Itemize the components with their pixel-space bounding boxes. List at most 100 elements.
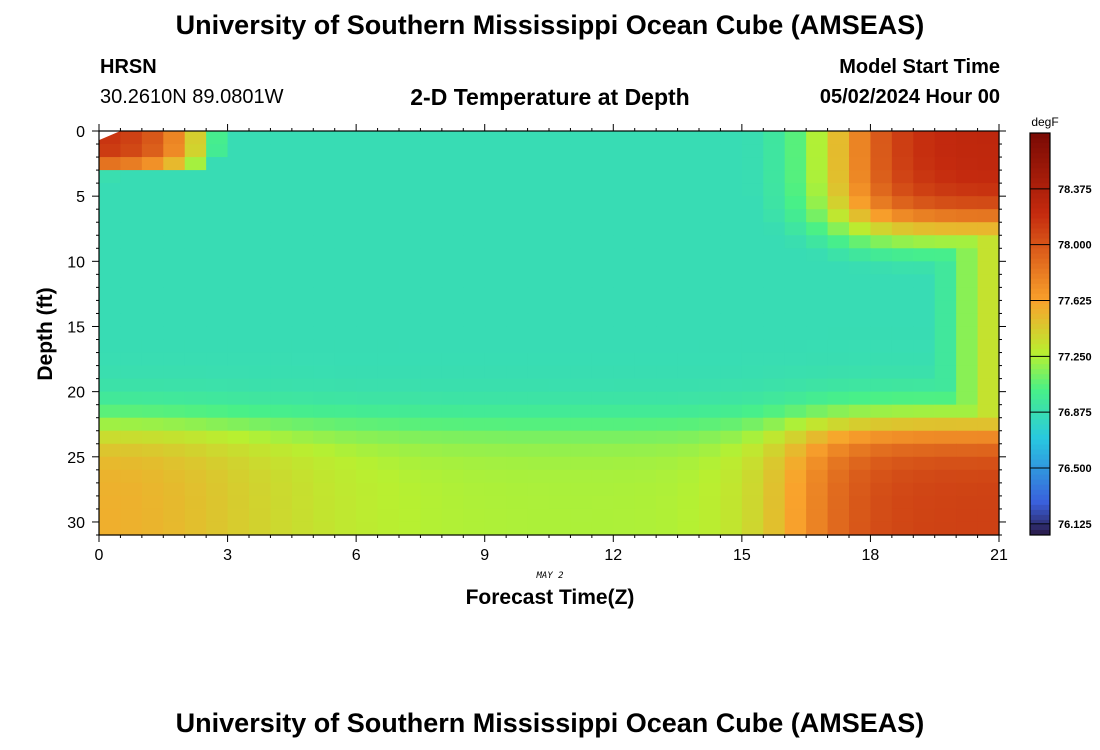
heatmap-cell (806, 495, 829, 510)
heatmap-cell (463, 300, 486, 315)
colorbar-tick-labels: 78.375 78.000 77.625 77.250 76.875 76.500 76.1… (1030, 184, 1092, 531)
heatmap-cell (163, 248, 186, 262)
heatmap-cell (463, 508, 486, 523)
heatmap-cell (849, 326, 872, 341)
heatmap-cell (506, 287, 529, 302)
heatmap-cell (291, 352, 314, 367)
heatmap-cell (249, 274, 272, 288)
heatmap-cell (591, 352, 614, 367)
model-start-value: 05/02/2024 Hour 00 (819, 86, 1000, 108)
heatmap-cell (613, 495, 636, 510)
heatmap-cell (120, 430, 143, 445)
heatmap-cell (549, 144, 572, 158)
heatmap-cell (591, 326, 614, 341)
heatmap-cell (634, 430, 657, 445)
heatmap-cell (977, 456, 1000, 471)
heatmap-cell (720, 157, 743, 171)
heatmap-cell (891, 469, 914, 484)
heatmap-cell (570, 157, 593, 171)
heatmap-cell (913, 430, 936, 445)
heatmap-cell (506, 209, 529, 223)
heatmap-cell (613, 144, 636, 158)
colorbar-segment (1030, 183, 1050, 189)
colorbar-tick-label: 76.875 (1058, 407, 1092, 419)
colorbar-tick-label: 76.500 (1058, 463, 1092, 475)
heatmap-cell (613, 508, 636, 523)
heatmap-cell (913, 521, 936, 536)
colorbar-segment (1030, 349, 1050, 355)
heatmap-cell (806, 209, 829, 223)
heatmap-cell (184, 391, 207, 406)
heatmap-cell (741, 456, 764, 471)
heatmap-cell (356, 378, 379, 393)
heatmap-cell (763, 521, 786, 536)
heatmap-cell (570, 339, 593, 354)
heatmap-cell (570, 313, 593, 328)
heatmap-cell (891, 482, 914, 497)
heatmap-cell (677, 521, 700, 536)
heatmap-cell (163, 209, 186, 223)
heatmap-cell (506, 144, 529, 158)
heatmap-cell (120, 209, 143, 223)
heatmap-cell (270, 404, 293, 419)
heatmap-cell (613, 469, 636, 484)
heatmap-cell (463, 144, 486, 158)
heatmap-cell (527, 391, 550, 406)
heatmap-cell (141, 430, 164, 445)
heatmap-cell (934, 430, 957, 445)
heatmap-cell (313, 326, 336, 341)
heatmap-cell (99, 261, 122, 275)
heatmap-cell (484, 508, 507, 523)
heatmap-cell (420, 521, 443, 536)
heatmap-cell (506, 274, 529, 288)
heatmap-cell (227, 235, 250, 249)
heatmap-cell (249, 508, 272, 523)
heatmap-cell (763, 248, 786, 262)
heatmap-cell (741, 209, 764, 223)
heatmap-cell (741, 183, 764, 197)
heatmap-cell (377, 365, 400, 380)
heatmap-cell (377, 443, 400, 458)
heatmap-cell (227, 222, 250, 236)
heatmap-cell (934, 183, 957, 197)
heatmap-cell (356, 482, 379, 497)
heatmap-cell (741, 391, 764, 406)
heatmap-cell (634, 235, 657, 249)
heatmap-cell (656, 274, 679, 288)
heatmap-cell (527, 326, 550, 341)
heatmap-cell (827, 521, 850, 536)
colorbar-segment (1030, 464, 1050, 471)
heatmap-cell (656, 521, 679, 536)
heatmap-cell (420, 326, 443, 341)
heatmap-cell (677, 170, 700, 184)
heatmap-cell (441, 417, 464, 432)
heatmap-cell (806, 352, 829, 367)
heatmap-cell (677, 248, 700, 262)
heatmap-cell (870, 430, 893, 445)
heatmap-cell (463, 443, 486, 458)
heatmap-cell (291, 170, 314, 184)
heatmap-cell (570, 482, 593, 497)
heatmap-cell (270, 313, 293, 328)
heatmap-cell (334, 417, 357, 432)
heatmap-cell (613, 443, 636, 458)
heatmap-cell (741, 157, 764, 171)
heatmap-cell (720, 339, 743, 354)
heatmap-cell (677, 131, 700, 145)
heatmap-cell (677, 430, 700, 445)
heatmap-cell (870, 469, 893, 484)
heatmap-cell (399, 274, 422, 288)
colorbar-segment (1030, 193, 1050, 199)
heatmap-cell (163, 235, 186, 249)
heatmap-cell (741, 131, 764, 145)
colorbar-segment (1030, 223, 1050, 229)
heatmap-cell (656, 287, 679, 302)
heatmap-cell (720, 131, 743, 145)
heatmap-cell (849, 170, 872, 184)
colorbar-segment (1030, 138, 1050, 144)
heatmap-cell (570, 326, 593, 341)
heatmap-cell (763, 339, 786, 354)
heatmap-cell (484, 417, 507, 432)
heatmap-cell (163, 391, 186, 406)
heatmap-cell (591, 378, 614, 393)
